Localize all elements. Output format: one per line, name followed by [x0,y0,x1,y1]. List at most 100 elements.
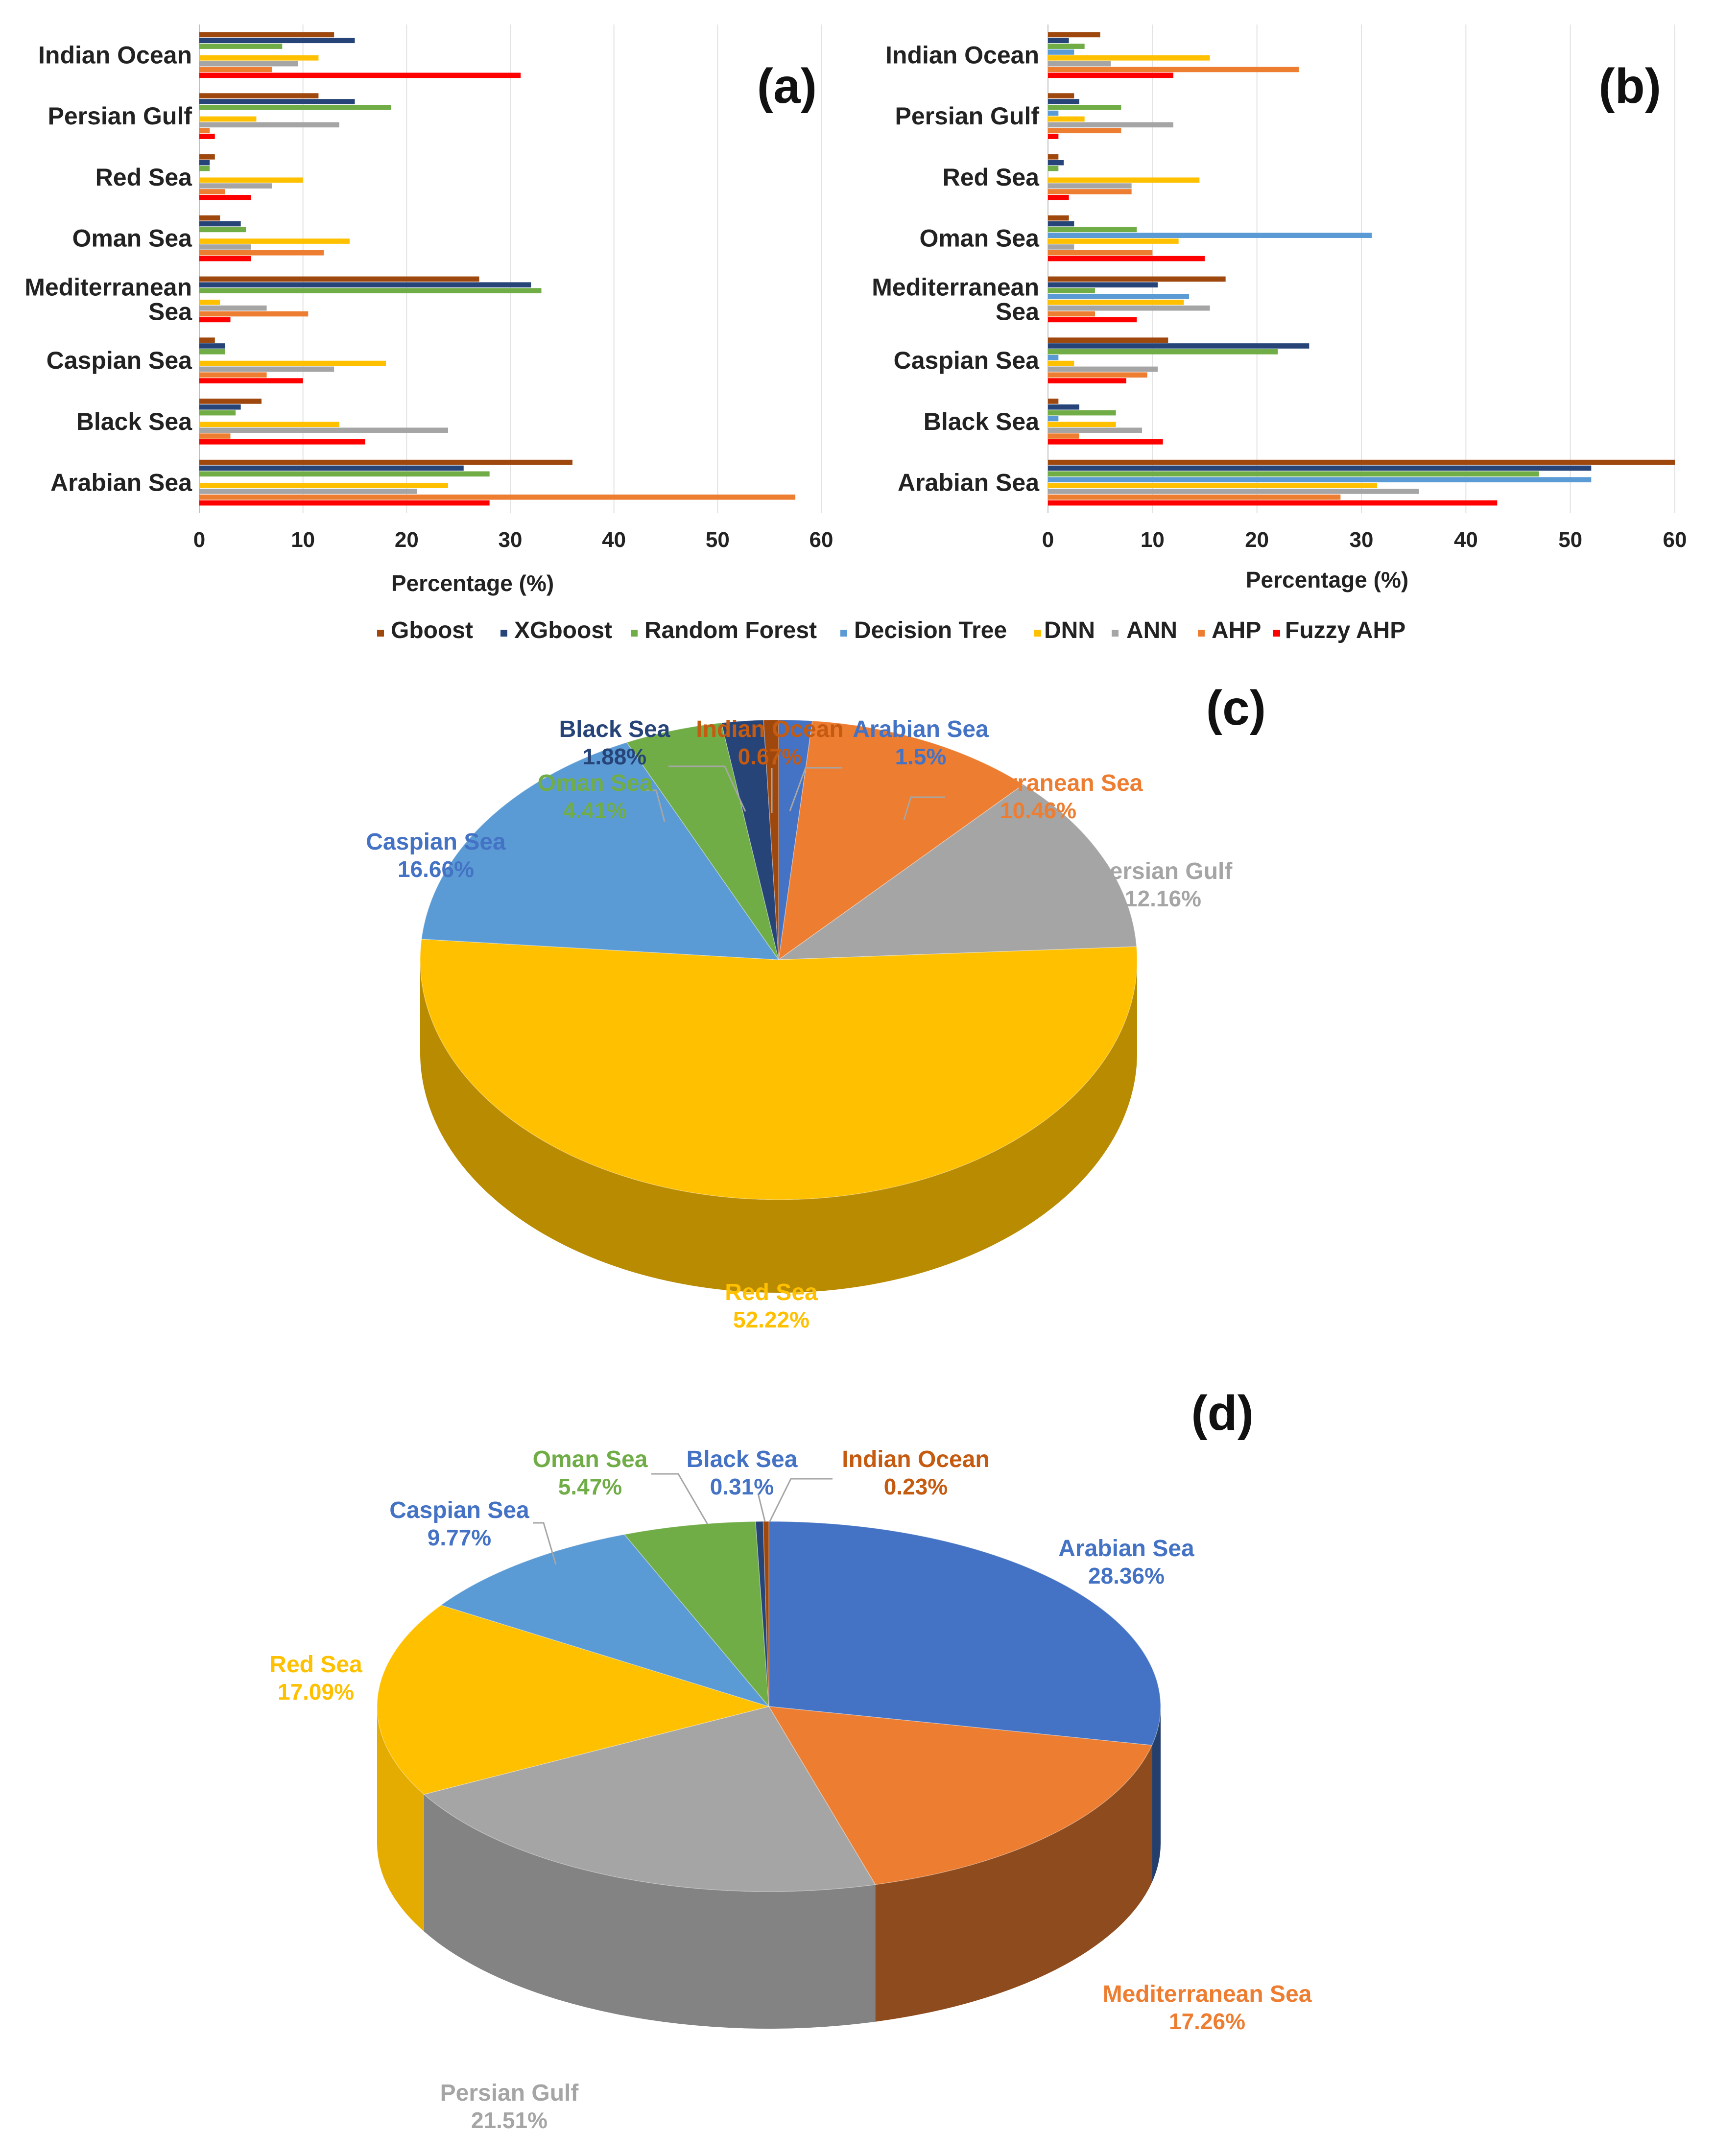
bar-a-mediterranean-sea-gboost [199,276,479,282]
bar-a-indian-ocean-dnn [199,55,319,61]
bar-a-indian-ocean-fuzzy-ahp [199,72,521,78]
bar-b-indian-ocean-ann [1048,61,1111,67]
bar-b-red-sea-xgboost [1048,160,1064,166]
pie-c-top [420,719,1138,1200]
legend-label-ahp: AHP [1212,617,1261,643]
pie-value-d-black-sea: 0.31% [710,1474,774,1499]
bar-b-red-sea-random-forest [1048,166,1059,171]
leader-line-c-mediterranean-sea [903,796,945,820]
bars-a [199,32,796,506]
bar-b-black-sea-decision-tree [1048,416,1059,422]
bar-b-oman-sea-ahp [1048,250,1153,256]
legend-label-ann: ANN [1126,617,1177,643]
bar-b-persian-gulf-xgboost [1048,99,1079,104]
bar-a-arabian-sea-fuzzy-ahp [199,500,490,506]
pie-slice-d-red-sea [377,1605,770,1795]
pie-slice-c-arabian-sea [778,719,813,960]
pie-value-c-mediterranean-sea: 10.46% [1000,798,1076,823]
bar-a-red-sea-ann [199,183,272,189]
pie-slice-d-persian-gulf [423,1706,876,1892]
pie-label-d-persian-gulf: Persian Gulf [440,2080,579,2106]
tick-labels-a: 0 10 20 30 40 50 60 [193,528,833,552]
bar-a-arabian-sea-dnn [199,483,448,488]
legend-swatch-xgboost [500,630,507,637]
bar-b-black-sea-xgboost [1048,404,1079,410]
bar-a-arabian-sea-random-forest [199,471,490,477]
legend-swatch-decision-tree [840,630,847,637]
x-tick-b-20: 20 [1245,528,1269,552]
x-tick-a-20: 20 [395,528,419,552]
bar-b-arabian-sea-random-forest [1048,471,1539,477]
x-tick-a-10: 10 [291,528,315,552]
bar-a-black-sea-gboost [199,399,262,404]
bar-a-persian-gulf-dnn [199,116,257,122]
legend-label-gboost: Gboost [391,617,473,643]
category-label-a-caspian-sea: Caspian Sea [47,347,193,374]
bar-b-mediterranean-sea-random-forest [1048,288,1095,293]
leader-line-d-caspian-sea [533,1522,557,1565]
panel-label-c: (c) [1206,681,1266,735]
bar-a-mediterranean-sea-ann [199,305,267,311]
bar-a-persian-gulf-ahp [199,128,210,134]
bar-b-red-sea-fuzzy-ahp [1048,195,1069,200]
pie-slice-c-caspian-sea [421,742,780,960]
bar-b-caspian-sea-random-forest [1048,349,1278,355]
leader-line-d-black-sea [757,1493,766,1522]
pie-slice-c-persian-gulf [777,784,1137,960]
bar-b-black-sea-dnn [1048,422,1116,427]
bar-a-mediterranean-sea-dnn [199,299,220,305]
bar-b-caspian-sea-xgboost [1048,343,1309,349]
bar-a-oman-sea-dnn [199,238,350,244]
pie-slice-d-indian-ocean [762,1521,769,1707]
pie-slice-d-oman-sea [623,1521,769,1708]
bar-b-red-sea-ahp [1048,189,1132,194]
legend-swatch-ahp [1198,630,1205,637]
bar-b-persian-gulf-random-forest [1048,105,1121,110]
bar-b-caspian-sea-decision-tree [1048,355,1059,360]
bar-b-indian-ocean-dnn [1048,55,1210,61]
bar-b-indian-ocean-random-forest [1048,44,1085,49]
legend-swatch-random-forest [631,630,638,637]
pie-label-c-oman-sea: Oman Sea [538,770,653,796]
bar-a-caspian-sea-fuzzy-ahp [199,378,303,383]
category-label-a-persian-gulf: Persian Gulf [48,102,192,130]
bar-chart-a: Indian Ocean Persian Gulf Red Sea Oman Sea M… [24,24,833,596]
category-label-a-mediterranean-sea-line1: Mediterranean [24,273,192,301]
bar-a-persian-gulf-xgboost [199,99,355,104]
category-label-b-red-sea: Red Sea [943,164,1040,191]
pie-label-c-black-sea: Black Sea [559,716,670,742]
bar-a-caspian-sea-ahp [199,372,267,378]
x-tick-a-30: 30 [499,528,523,552]
pie-label-d-indian-ocean: Indian Ocean [842,1446,989,1472]
pie-label-d-caspian-sea: Caspian Sea [389,1497,529,1523]
bar-b-oman-sea-dnn [1048,238,1179,244]
x-tick-a-40: 40 [602,528,626,552]
bar-b-black-sea-ahp [1048,433,1079,439]
pie-label-d-red-sea: Red Sea [269,1652,362,1678]
bar-b-black-sea-random-forest [1048,410,1116,416]
bar-a-oman-sea-ann [199,244,251,250]
pie-slice-c-mediterranean-sea [778,720,1024,961]
bar-a-red-sea-xgboost [199,160,210,166]
leader-line-c-black-sea [668,765,746,812]
bar-a-oman-sea-fuzzy-ahp [199,256,251,261]
x-tick-b-50: 50 [1558,528,1582,552]
pie-slice-c-indian-ocean [763,719,779,960]
pie-slice-d-caspian-sea [440,1534,770,1707]
bar-a-indian-ocean-ahp [199,67,272,72]
category-label-b-persian-gulf: Persian Gulf [895,102,1039,130]
bar-b-arabian-sea-ahp [1048,494,1341,500]
bar-b-indian-ocean-ahp [1048,67,1299,72]
pie-label-d-arabian-sea: Arabian Sea [1058,1536,1194,1562]
bar-b-mediterranean-sea-xgboost [1048,282,1158,288]
pie-label-c-red-sea: Red Sea [725,1279,818,1305]
bar-b-red-sea-ann [1048,183,1132,189]
category-label-b-black-sea: Black Sea [924,408,1040,435]
bar-a-persian-gulf-gboost [199,93,319,98]
category-label-a-mediterranean-sea-line2: Sea [148,298,192,325]
pie-d-side-persian-gulf [424,1794,876,2029]
x-tick-b-0: 0 [1042,528,1054,552]
category-label-a-arabian-sea: Arabian Sea [50,469,192,497]
bar-a-black-sea-ann [199,427,448,433]
bar-a-indian-ocean-gboost [199,32,334,38]
